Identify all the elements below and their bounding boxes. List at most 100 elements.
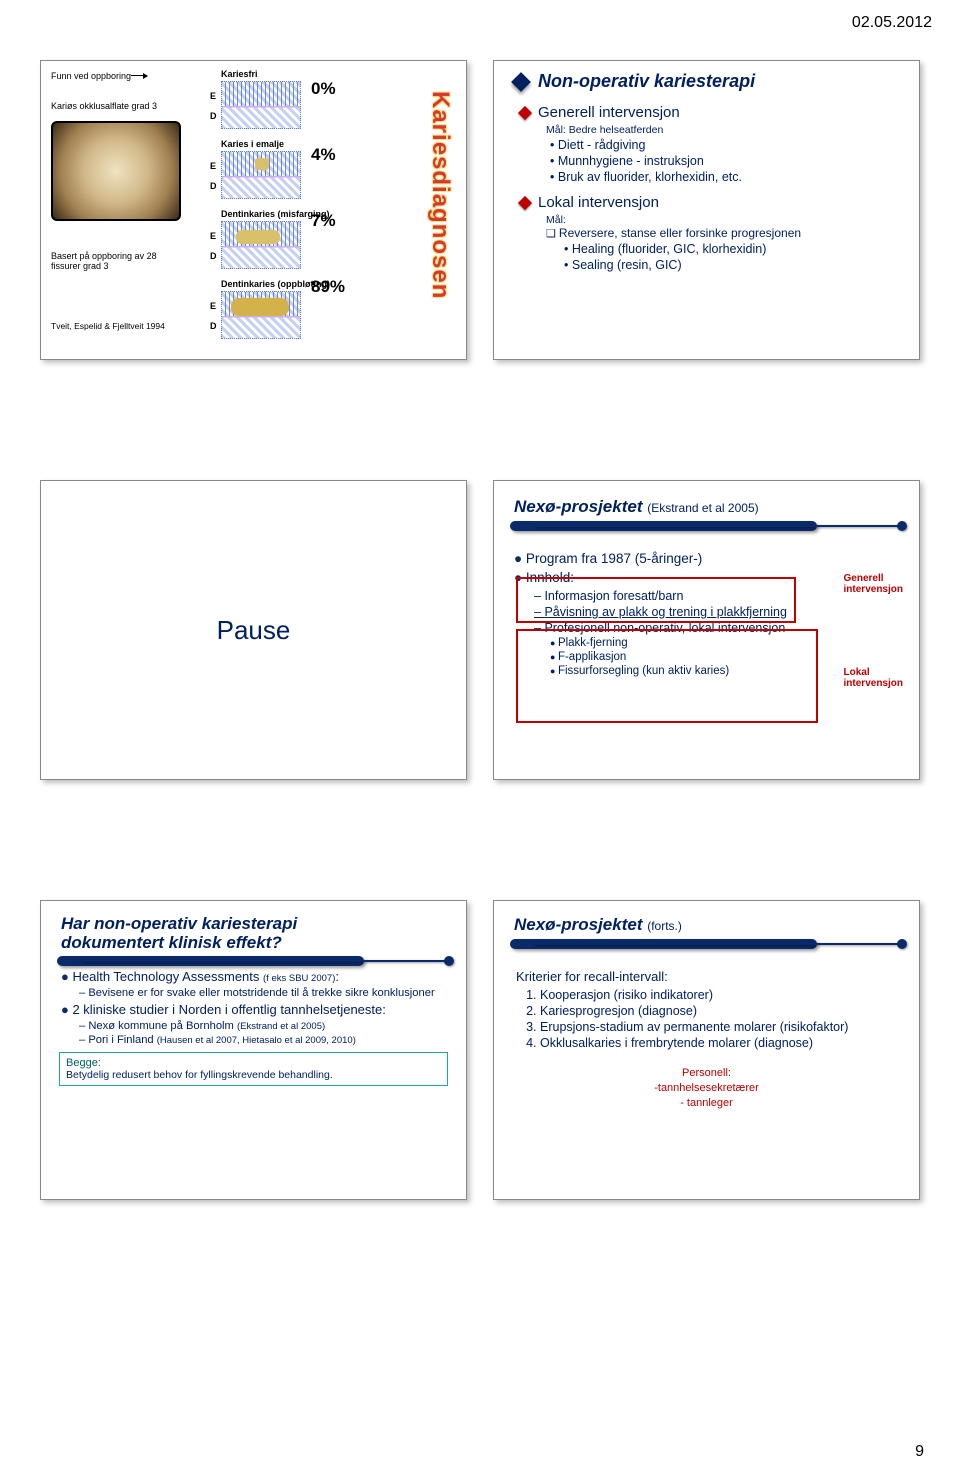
subtitle: Mål: (546, 214, 903, 226)
title-sub: (Ekstrand et al 2005) (647, 501, 758, 515)
diag-item: Dentinkaries (misfarging) ED (211, 209, 381, 269)
panel-nonoperativ: Non-operativ kariesterapi Generell inter… (493, 60, 920, 360)
diag-caption: Karies i emalje (221, 139, 381, 149)
red-diamond-icon (518, 106, 532, 120)
tooth-icon: ED (221, 81, 301, 129)
diag-caption: Dentinkaries (oppbløting) (221, 279, 381, 289)
tooth-diagrams: Kariesfri ED Karies i emalje ED Dentinka… (211, 69, 381, 349)
caries-spot (231, 298, 289, 316)
subtitle: Mål: Bedre helseatferden (546, 124, 903, 136)
caries-spot (255, 158, 269, 170)
ed-letters: ED (210, 296, 217, 336)
diag-caption: Kariesfri (221, 69, 381, 79)
txt: Lokal intervensjon (538, 194, 659, 211)
percentages: 0% 4% 7% 89% (311, 79, 345, 343)
panel-title: Har non-operativ kariesterapidokumentert… (57, 913, 450, 956)
diag-item: Dentinkaries (oppbløting) ED (211, 279, 381, 339)
dash-list: Nexø kommune på Bornholm (Ekstrand et al… (79, 1020, 452, 1046)
list-item: Nexø kommune på Bornholm (Ekstrand et al… (79, 1020, 452, 1032)
txt: Betydelig redusert behov for fyllingskre… (66, 1069, 441, 1081)
tooth-icon: ED (221, 221, 301, 269)
label-grad3: Kariøs okklusalflate grad 3 (51, 101, 157, 111)
diamond-icon (511, 72, 531, 92)
label-basert: Basert på oppboring av 28 fissurer grad … (51, 251, 181, 271)
redlabel-generell: Generellintervensjon (844, 573, 903, 595)
pause-text: Pause (217, 615, 291, 646)
panel-tooth-diagram: Funn ved oppboring Kariøs okklusalflate … (40, 60, 467, 360)
txt: Reversere, stanse eller forsinke progres… (559, 226, 801, 240)
txt: Begge: (66, 1057, 441, 1069)
list-item: Bruk av fluorider, klorhexidin, etc. (550, 170, 903, 184)
diag-caption: Dentinkaries (misfarging) (221, 209, 381, 219)
list-item: Health Technology Assessments (f eks SBU… (61, 969, 452, 984)
diag-item: Kariesfri ED (211, 69, 381, 129)
list-item: Bevisene er for svake eller motstridende… (79, 987, 452, 999)
list-item: Okklusalkaries i frembrytende molarer (d… (540, 1036, 905, 1050)
label-funn: Funn ved oppboring (51, 71, 147, 81)
redbox-lokal (516, 629, 818, 723)
criteria-heading: Kriterier for recall-intervall: (516, 969, 905, 984)
group-generell: Generell intervensjon Mål: Bedre helseat… (520, 104, 903, 184)
ed-letters: ED (210, 156, 217, 196)
bullet-list: Diett - rådgiving Munnhygiene - instruks… (550, 138, 903, 184)
panel-nexo-forts: Nexø-prosjektet (forts.) Kriterier for r… (493, 900, 920, 1200)
redlabel-lokal: Lokalintervensjon (844, 667, 903, 689)
red-diamond-icon (518, 196, 532, 210)
checkbox-item: Reversere, stanse eller forsinke progres… (546, 226, 903, 240)
txt: Kariesdiagnosen (426, 91, 454, 299)
perc: 89% (311, 277, 345, 297)
personnel-block: Personell: -tannhelsesekretærer - tannle… (508, 1066, 905, 1111)
tooth-icon: ED (221, 291, 301, 339)
title-underline-icon (57, 956, 450, 968)
page-number: 9 (915, 1443, 924, 1461)
arrow-icon (131, 75, 147, 76)
caries-spot (236, 230, 280, 244)
list-item: 2 kliniske studier i Norden i offentlig … (61, 1002, 452, 1017)
perc: 7% (311, 211, 345, 231)
bullet-list: Healing (fluorider, GIC, klorhexidin) Se… (564, 242, 903, 272)
vertical-title: Kariesdiagnosen (424, 91, 456, 331)
perc: 4% (311, 145, 345, 165)
teal-callout: Begge: Betydelig redusert behov for fyll… (59, 1052, 448, 1086)
list-item: Sealing (resin, GIC) (564, 258, 903, 272)
list-item: Healing (fluorider, GIC, klorhexidin) (564, 242, 903, 256)
date-header: 02.05.2012 (852, 14, 932, 32)
list-item: Munnhygiene - instruksjon (550, 154, 903, 168)
panel-title: Nexø-prosjektet (forts.) (510, 913, 903, 939)
list-item: Pori i Finland (Hausen et al 2007, Hieta… (79, 1034, 452, 1046)
title-underline-icon (510, 521, 903, 533)
panel-pause: Pause (40, 480, 467, 780)
diag-item: Karies i emalje ED (211, 139, 381, 199)
title-bar: Nexø-prosjektet (forts.) (510, 913, 903, 957)
ed-letters: ED (210, 226, 217, 266)
title-underline-icon (510, 939, 903, 951)
title-bar: Har non-operativ kariesterapidokumentert… (57, 913, 450, 957)
list-item: Kariesprogresjon (diagnose) (540, 1004, 905, 1018)
ed-letters: ED (210, 86, 217, 126)
label-ref: Tveit, Espelid & Fjelltveit 1994 (51, 321, 165, 331)
ordered-list: Kooperasjon (risiko indikatorer) Kariesp… (540, 988, 905, 1050)
panel-title: Nexø-prosjektet (Ekstrand et al 2005) (510, 495, 903, 521)
panel-nexo: Nexø-prosjektet (Ekstrand et al 2005) Pr… (493, 480, 920, 780)
panel-title: Non-operativ kariesterapi (538, 71, 755, 92)
panel-effekt: Har non-operativ kariesterapidokumentert… (40, 900, 467, 1200)
group-title: Generell intervensjon (520, 104, 903, 121)
list-item: Kooperasjon (risiko indikatorer) (540, 988, 905, 1002)
list-item: Program fra 1987 (5-åringer-) (514, 551, 905, 566)
slide-grid: Funn ved oppboring Kariøs okklusalflate … (40, 60, 920, 1200)
title-bar: Nexø-prosjektet (Ekstrand et al 2005) (510, 495, 903, 539)
perc: 0% (311, 79, 345, 99)
txt: Generell intervensjon (538, 104, 680, 121)
list-item: Erupsjons-stadium av permanente molarer … (540, 1020, 905, 1034)
list-item: Diett - rådgiving (550, 138, 903, 152)
group-lokal: Lokal intervensjon Mål: Reversere, stans… (520, 194, 903, 272)
txt: Funn ved oppboring (51, 71, 131, 81)
bullet-list: 2 kliniske studier i Norden i offentlig … (61, 1002, 452, 1017)
group-title: Lokal intervensjon (520, 194, 903, 211)
dash-list: Bevisene er for svake eller motstridende… (79, 987, 452, 999)
tooth-photo (51, 121, 181, 221)
tooth-icon: ED (221, 151, 301, 199)
panel-heading: Non-operativ kariesterapi (514, 71, 903, 92)
bullet-list: Health Technology Assessments (f eks SBU… (61, 969, 452, 984)
redbox-generell (516, 577, 796, 623)
